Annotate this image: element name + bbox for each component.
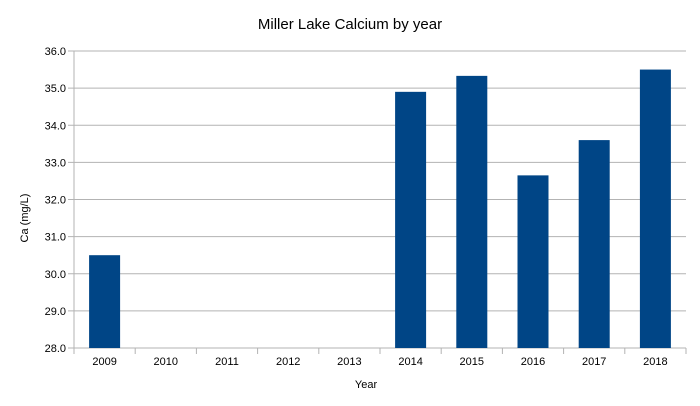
y-tick-labels: 28.0 29.0 30.0 31.0 32.0 33.0 34.0 35.0 36.0	[45, 46, 66, 355]
bar	[517, 175, 549, 348]
bar	[578, 140, 610, 348]
x-tick-label: 2010	[154, 356, 178, 368]
gridlines	[68, 50, 686, 349]
x-tick-label: 2014	[398, 356, 422, 368]
bar	[639, 69, 671, 348]
x-tick-labels: 2009 2010 2011 2012 2013 2014 2015 2016 2017 2018	[92, 356, 667, 368]
y-tick-label: 31.0	[45, 232, 66, 244]
y-tick-label: 36.0	[45, 46, 66, 58]
chart-title: Miller Lake Calcium by year	[258, 16, 442, 33]
bar	[89, 255, 121, 348]
axes	[73, 51, 687, 354]
x-tick-label: 2009	[92, 356, 116, 368]
x-tick-label: 2016	[521, 356, 545, 368]
bars	[89, 69, 671, 349]
x-tick-label: 2012	[276, 356, 300, 368]
x-tick-label: 2018	[643, 356, 667, 368]
y-axis-label: Ca (mg/L)	[19, 194, 31, 243]
y-tick-label: 32.0	[45, 195, 66, 207]
x-tick-label: 2011	[215, 356, 239, 368]
y-tick-label: 28.0	[45, 343, 66, 355]
y-tick-label: 35.0	[45, 83, 66, 95]
x-tick-label: 2017	[582, 356, 606, 368]
y-tick-label: 29.0	[45, 306, 66, 318]
y-tick-label: 33.0	[45, 157, 66, 169]
y-tick-label: 34.0	[45, 120, 66, 132]
x-axis-label: Year	[355, 379, 378, 391]
x-tick-label: 2015	[460, 356, 484, 368]
x-tick-label: 2013	[337, 356, 361, 368]
bar	[456, 75, 488, 348]
bar	[395, 91, 427, 349]
y-tick-label: 30.0	[45, 269, 66, 281]
